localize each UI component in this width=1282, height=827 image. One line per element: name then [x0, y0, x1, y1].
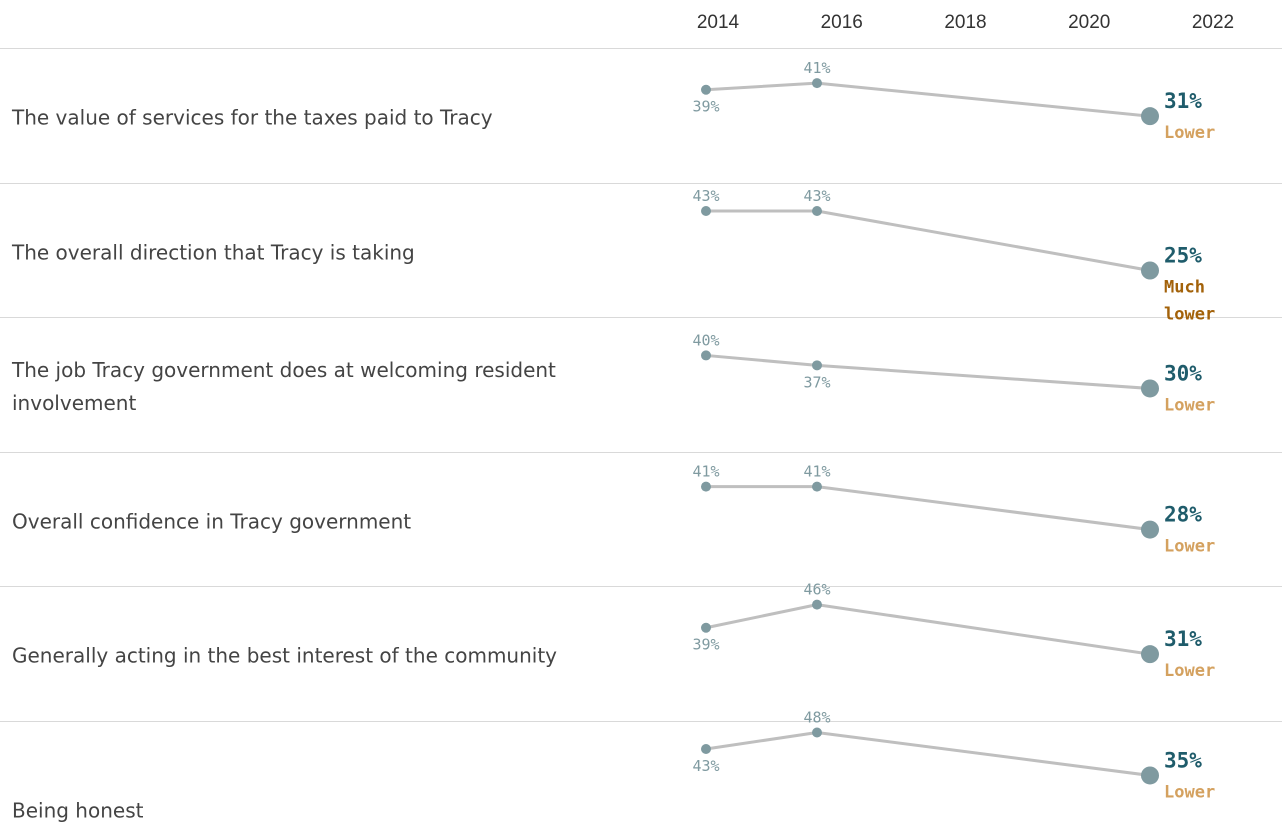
row-divider [0, 317, 1282, 318]
final-value-label: 25% [1164, 244, 1202, 268]
series-line [705, 603, 1151, 656]
comparison-label: Lower [1164, 661, 1215, 681]
data-point [1141, 107, 1159, 126]
comparison-label: Lower [1164, 123, 1215, 143]
x-tick-label: 2022 [1191, 12, 1235, 33]
x-tick-label: 2014 [696, 12, 740, 33]
x-tick-label: 2020 [1068, 12, 1111, 33]
row-label: Being honest [12, 798, 144, 822]
row-divider [0, 586, 1282, 587]
row-label: Generally acting in the best interest of… [12, 643, 558, 668]
series-line [706, 209, 1151, 272]
data-point [701, 84, 711, 95]
data-point [812, 599, 822, 610]
comparison-label: Much [1164, 278, 1205, 298]
row-label: The job Tracy government does at welcomi… [12, 358, 556, 415]
comparison-label: lower [1164, 305, 1215, 325]
data-point [812, 206, 822, 217]
data-label: 43% [692, 757, 719, 775]
data-label: 41% [803, 463, 830, 481]
data-point [1141, 645, 1159, 664]
series-line [706, 485, 1151, 532]
row-divider [0, 182, 1282, 184]
data-point [701, 744, 711, 755]
final-value-label: 28% [1164, 503, 1202, 527]
data-label: 40% [692, 331, 719, 349]
comparison-label: Lower [1164, 782, 1215, 798]
row-divider [0, 451, 1282, 453]
data-point [812, 78, 822, 89]
x-tick-label: 2018 [944, 12, 987, 33]
series-line [705, 731, 1151, 777]
row-divider [0, 48, 1282, 49]
data-point [812, 481, 822, 492]
x-tick-label: 2016 [820, 12, 863, 33]
data-point [1141, 766, 1159, 785]
row-label: The overall direction that Tracy is taki… [12, 240, 415, 264]
data-point [1141, 379, 1159, 398]
data-label: 39% [692, 98, 719, 116]
data-label: 37% [803, 373, 830, 391]
final-value-label: 30% [1164, 361, 1202, 385]
series-line [705, 353, 1151, 390]
data-label: 46% [803, 581, 830, 599]
data-point [812, 727, 822, 738]
data-point [701, 481, 711, 492]
data-point [1141, 261, 1159, 280]
data-point [1141, 520, 1159, 539]
data-label: 43% [692, 187, 719, 205]
row-label: Overall confidence in Tracy government [12, 509, 412, 533]
data-label: 39% [692, 636, 719, 654]
data-point [701, 350, 711, 361]
series-line [705, 81, 1151, 118]
data-point [812, 360, 822, 371]
data-point [701, 206, 711, 217]
final-value-label: 31% [1164, 89, 1202, 113]
row-divider [0, 720, 1282, 722]
row-label: The value of services for the taxes paid… [12, 105, 493, 130]
year-axis: 2014 2016 2018 2020 2022 [0, 0, 1282, 48]
final-value-label: 35% [1164, 748, 1202, 772]
comparison-label: Lower [1164, 395, 1215, 415]
data-label: 41% [803, 59, 830, 77]
data-label: 48% [803, 709, 830, 727]
comparison-label: Lower [1164, 537, 1215, 557]
data-label: 43% [803, 187, 830, 205]
data-label: 41% [692, 463, 719, 481]
final-value-label: 31% [1164, 627, 1202, 651]
data-point [701, 622, 711, 633]
